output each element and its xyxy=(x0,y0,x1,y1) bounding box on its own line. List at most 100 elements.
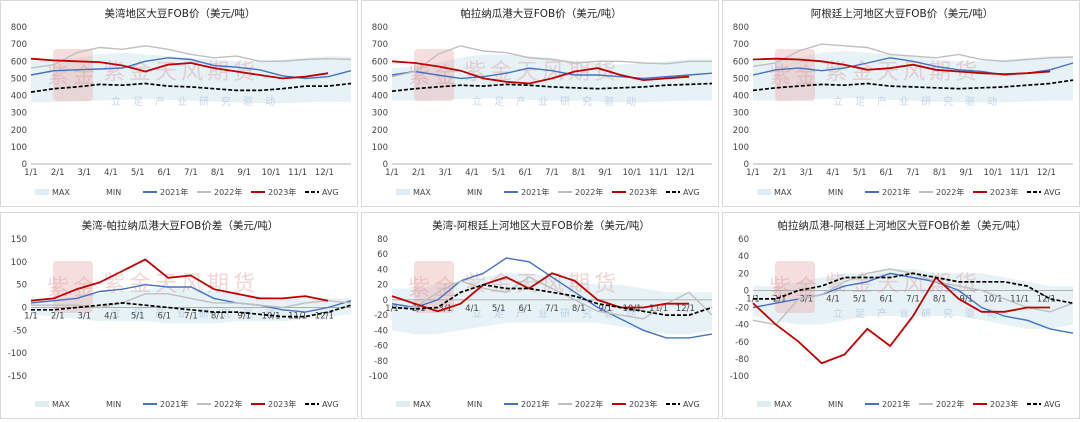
watermark-seal-text: 紫金 xyxy=(47,64,99,89)
x-tick-label: 10/1 xyxy=(983,294,1002,304)
y-tick-label: 400 xyxy=(733,92,749,102)
y-tick-label: 700 xyxy=(11,40,27,50)
x-tick-label: 4/1 xyxy=(826,168,840,178)
x-tick-label: 11/1 xyxy=(649,168,668,178)
x-tick-label: 9/1 xyxy=(237,312,251,322)
max-min-band xyxy=(31,287,351,324)
y-tick-label: 100 xyxy=(733,143,749,153)
legend-label: 2023年 xyxy=(990,399,1018,409)
x-tick-label: 5/1 xyxy=(131,312,145,322)
x-tick-label: 6/1 xyxy=(518,304,532,314)
x-tick-label: 12/1 xyxy=(676,168,695,178)
x-tick-label: 8/1 xyxy=(572,168,586,178)
y-tick-label: -100 xyxy=(8,349,27,359)
legend-label: MAX xyxy=(413,400,431,409)
x-tick-label: 12/1 xyxy=(1037,168,1056,178)
y-tick-label: 50 xyxy=(16,281,27,291)
x-tick-label: 1/1 xyxy=(385,168,399,178)
x-tick-label: 9/1 xyxy=(598,168,612,178)
legend-label: 2022年 xyxy=(936,187,964,197)
legend-label: MIN xyxy=(828,188,843,197)
watermark-seal-text: 紫金 xyxy=(47,276,99,301)
max-min-band xyxy=(31,52,351,104)
chart-svg: 美湾-帕拉纳瓜港大豆FOB价差（美元/吨）紫金 紫金天风期货立足产业研究驱动-15… xyxy=(8,219,352,409)
y-tick-label: -60 xyxy=(374,342,388,352)
legend-label: 2021年 xyxy=(521,187,549,197)
x-tick-label: 11/1 xyxy=(288,168,307,178)
x-tick-label: 8/1 xyxy=(933,168,947,178)
watermark-slogan: 立足产业研究驱动 xyxy=(111,95,287,108)
x-tick-label: 5/1 xyxy=(492,304,506,314)
series-line-avg xyxy=(752,79,1074,92)
legend-label: 2023年 xyxy=(268,187,296,197)
chart-svg: 帕拉纳瓜港大豆FOB价（美元/吨）紫金 紫金天风期货立足产业研究驱动0100200… xyxy=(372,7,713,197)
x-tick-label: 5/1 xyxy=(853,168,867,178)
legend-label: AVG xyxy=(322,400,339,409)
y-tick-label: -50 xyxy=(13,326,27,336)
series-line-2021 xyxy=(391,257,713,339)
legend-label: 2022年 xyxy=(214,187,242,197)
series-line-avg xyxy=(391,283,713,316)
y-tick-label: 600 xyxy=(372,57,388,67)
x-tick-label: 10/1 xyxy=(261,168,280,178)
x-tick-label: 9/1 xyxy=(237,168,251,178)
y-tick-label: 500 xyxy=(733,74,749,84)
watermark-slogan: 立足产业研究驱动 xyxy=(111,307,287,320)
series-line-2021 xyxy=(391,67,713,80)
x-tick-label: 7/1 xyxy=(906,294,920,304)
legend: MAX MIN 2021年 2022年 2023年 AVG xyxy=(35,187,339,197)
x-tick-label: 12/1 xyxy=(676,304,695,314)
legend-label: 2023年 xyxy=(629,187,657,197)
x-tick-label: 3/1 xyxy=(77,312,91,322)
y-tick-label: 40 xyxy=(738,252,749,262)
x-tick-label: 4/1 xyxy=(826,294,840,304)
y-tick-label: 0 xyxy=(383,296,388,306)
legend: MAX MIN 2021年 2022年 2023年 AVG xyxy=(35,399,339,409)
y-tick-label: 800 xyxy=(733,23,749,33)
x-tick-label: 9/1 xyxy=(959,168,973,178)
legend-label: MIN xyxy=(467,400,482,409)
y-tick-label: 40 xyxy=(377,265,388,275)
legend-label: 2021年 xyxy=(160,187,188,197)
x-tick-label: 4/1 xyxy=(465,304,479,314)
x-tick-label: 8/1 xyxy=(211,312,225,322)
series-line-avg xyxy=(391,82,713,93)
y-tick-label: -20 xyxy=(735,304,749,314)
x-tick-label: 12/1 xyxy=(315,312,334,322)
x-tick-label: 2/1 xyxy=(51,168,65,178)
y-tick-label: 800 xyxy=(372,23,388,33)
y-tick-label: 0 xyxy=(744,160,749,170)
legend-label: MAX xyxy=(52,400,70,409)
x-tick-label: 6/1 xyxy=(157,168,171,178)
watermark-seal xyxy=(775,261,815,313)
chart-title: 美湾-帕拉纳瓜港大豆FOB价差（美元/吨） xyxy=(82,219,279,232)
legend-label: MIN xyxy=(106,188,121,197)
y-tick-label: 800 xyxy=(11,23,27,33)
legend-label: MAX xyxy=(774,400,792,409)
x-tick-label: 7/1 xyxy=(906,168,920,178)
chart-svg: 帕拉纳瓜港-阿根廷上河地区大豆FOB价差（美元/吨）紫金 紫金天风期货立足产业研究… xyxy=(730,219,1074,409)
x-tick-label: 10/1 xyxy=(622,168,641,178)
legend-label: MAX xyxy=(774,188,792,197)
legend-label: 2021年 xyxy=(160,399,188,409)
chart-title: 帕拉纳瓜港大豆FOB价（美元/吨） xyxy=(460,7,622,20)
legend-label: 2021年 xyxy=(521,399,549,409)
x-tick-label: 7/1 xyxy=(545,168,559,178)
chart-panel-paranagua-price: 帕拉纳瓜港大豆FOB价（美元/吨） 紫金 紫金天风期货 立足产业研究驱动 0 100 200… xyxy=(361,0,719,207)
y-tick-label: 0 xyxy=(383,160,388,170)
y-tick-label: -80 xyxy=(735,355,749,365)
y-tick-label: -20 xyxy=(374,311,388,321)
watermark-slogan: 立足产业研究驱动 xyxy=(833,307,1009,320)
chart-title: 美湾地区大豆FOB价（美元/吨） xyxy=(104,7,255,20)
series-line-2022 xyxy=(31,293,352,309)
x-tick-label: 8/1 xyxy=(211,168,225,178)
legend-label: 2023年 xyxy=(990,187,1018,197)
watermark-brand: 紫金天风期货 xyxy=(825,60,981,85)
x-tick-label: 3/1 xyxy=(77,168,91,178)
watermark-seal xyxy=(775,49,815,101)
legend-label: MIN xyxy=(106,400,121,409)
series-line-2023 xyxy=(752,57,1051,76)
